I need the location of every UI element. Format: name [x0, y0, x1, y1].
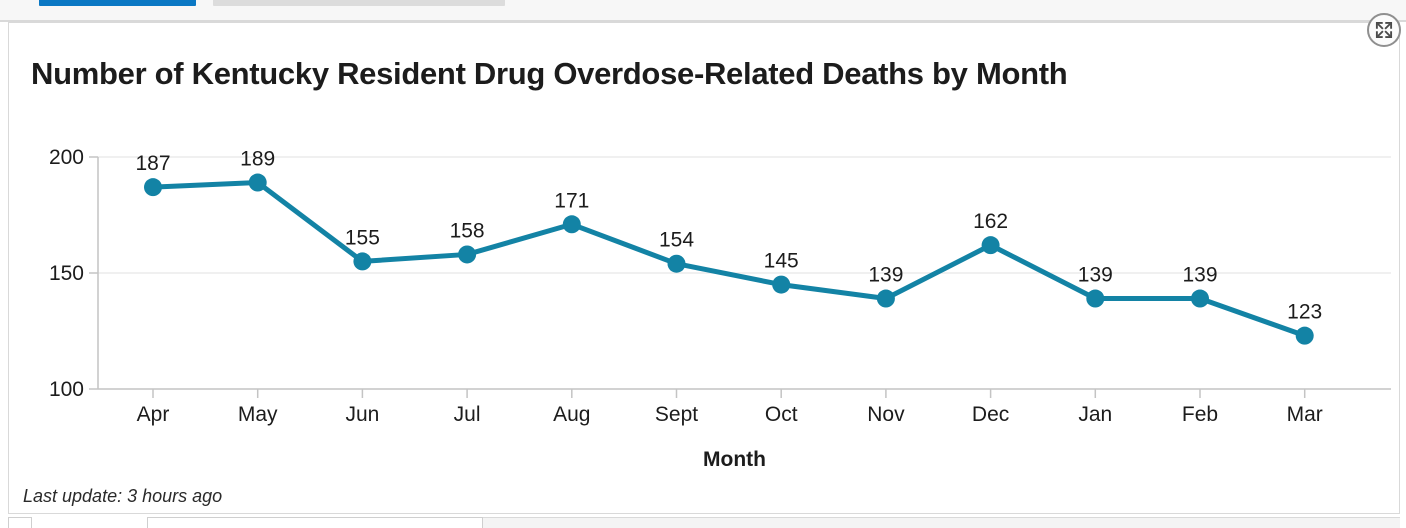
expand-arrows-icon [1375, 21, 1393, 39]
data-point[interactable] [248, 173, 267, 192]
y-tick-label: 150 [49, 262, 84, 285]
data-label: 155 [345, 226, 380, 249]
data-label: 171 [554, 189, 589, 212]
data-point[interactable] [1191, 289, 1209, 308]
x-tick-label: Sept [655, 403, 698, 426]
clipped-lower-content [0, 514, 1406, 528]
tab-active-indicator[interactable] [39, 0, 196, 6]
data-point[interactable] [353, 252, 372, 271]
data-point[interactable] [1086, 289, 1105, 308]
data-label: 139 [868, 264, 903, 287]
clipped-card-stub [8, 517, 32, 528]
expand-button[interactable] [1367, 13, 1401, 47]
data-label: 187 [135, 152, 170, 175]
x-tick-label: Feb [1182, 403, 1218, 426]
line-chart-svg: 100 150 200 Apr May Jun Jul Aug Sept Oct Nov Dec Jan… [49, 146, 1391, 471]
last-update-note: Last update: 3 hours ago [23, 486, 223, 506]
data-point[interactable] [981, 236, 1000, 255]
data-label: 123 [1287, 301, 1322, 324]
data-point[interactable] [144, 178, 162, 197]
x-tick-label: Nov [867, 403, 905, 426]
x-tick-label: Mar [1287, 403, 1323, 426]
data-point[interactable] [1295, 326, 1314, 345]
x-tick-label: Aug [553, 403, 590, 426]
clipped-card-stub [147, 517, 483, 528]
data-point[interactable] [876, 289, 895, 308]
x-tick-label: Oct [765, 403, 798, 426]
data-label: 189 [240, 148, 275, 171]
data-label: 162 [973, 210, 1008, 233]
chart-title: Number of Kentucky Resident Drug Overdos… [31, 56, 1068, 91]
data-label: 158 [450, 219, 485, 242]
data-point[interactable] [562, 215, 581, 234]
y-tick-label: 100 [49, 378, 84, 401]
y-tick-label: 200 [49, 146, 84, 169]
x-axis-title: Month [703, 448, 766, 471]
x-tick-label: Jun [345, 403, 379, 426]
x-tick-label: May [238, 403, 278, 426]
x-tick-label: Jan [1078, 403, 1112, 426]
top-tab-bar [0, 0, 1406, 21]
chart-card: Number of Kentucky Resident Drug Overdos… [8, 21, 1400, 514]
line-chart: 100 150 200 Apr May Jun Jul Aug Sept Oct Nov Dec Jan… [9, 133, 1401, 473]
clipped-panel-stub [483, 517, 1400, 528]
x-tick-label: Jul [454, 403, 481, 426]
data-label: 139 [1182, 264, 1217, 287]
x-tick-label: Dec [972, 403, 1009, 426]
data-label: 154 [659, 229, 694, 252]
data-line [150, 180, 1308, 339]
data-point[interactable] [772, 275, 791, 294]
data-label: 145 [764, 250, 799, 273]
tab-inactive-indicator[interactable] [213, 0, 505, 6]
data-point[interactable] [458, 245, 477, 264]
x-tick-label: Apr [137, 403, 170, 426]
data-label: 139 [1078, 264, 1113, 287]
data-point[interactable] [667, 254, 686, 273]
